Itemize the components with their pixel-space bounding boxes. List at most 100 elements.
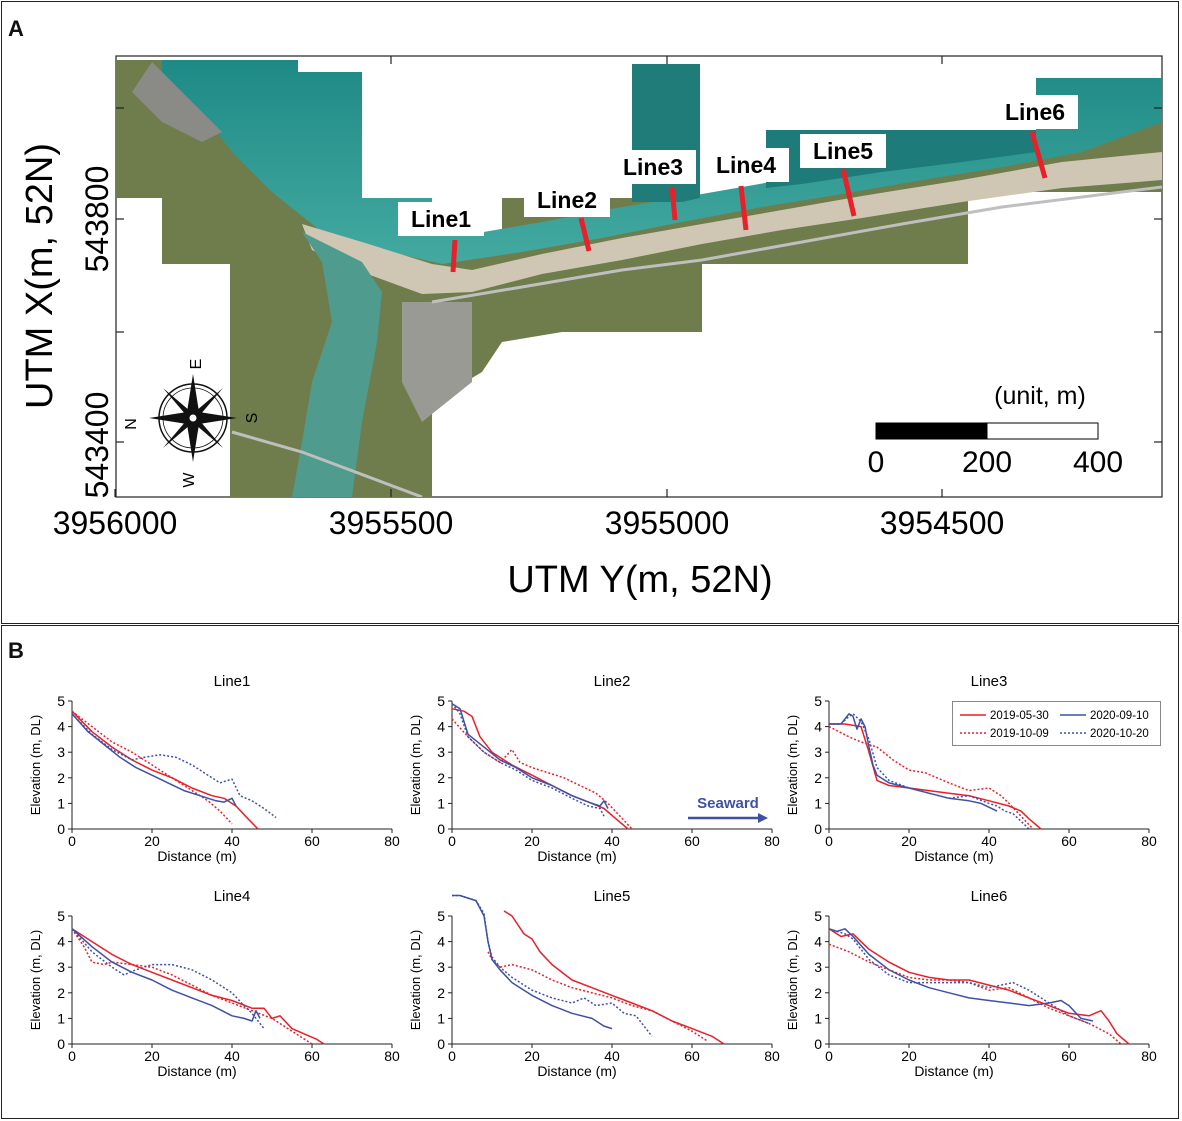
series-line-2020-10-20 [452, 894, 653, 1037]
chart-title: Line2 [594, 673, 631, 690]
y-tick-label: 3 [437, 744, 445, 760]
y-tick-label: 1 [437, 795, 445, 811]
panel-a-letter: A [8, 16, 24, 41]
series-line-2020-09-10 [71, 928, 261, 1022]
y-tick-label: 0 [57, 821, 65, 837]
x-axis-label: Distance (m) [157, 848, 236, 864]
x-tick-label: 80 [1141, 833, 1157, 849]
compass-south-label: S [244, 413, 261, 424]
y-tick-label: 0 [814, 1036, 822, 1052]
y-tick-label: 3 [814, 744, 822, 760]
x-tick-label: 40 [604, 1048, 620, 1064]
profile-chart-line4: Line4 0 20 40 60 80 0 1 2 3 4 5 Distance (m) Elevatio… [28, 888, 400, 1079]
aerial-mosaic [116, 60, 1162, 497]
line-label-6: Line6 [1005, 99, 1065, 125]
x-tick-label: 60 [684, 1048, 700, 1064]
map-figure: Line1 Line2 Line3 Line4 Line5 Line6 [19, 55, 1163, 601]
panel-b: B Line1 0 20 40 60 80 0 1 2 3 4 5 Distance (m) Elevat… [1, 625, 1179, 1119]
scale-unit: (unit, m) [994, 382, 1086, 410]
profile-line-1 [450, 239, 458, 273]
x-tick-label: 3954500 [880, 505, 1005, 541]
x-tick-label: 40 [224, 1048, 240, 1064]
chart-title: Line3 [971, 673, 1008, 690]
y-tick-label: 3 [57, 959, 65, 975]
town-buildings [402, 302, 472, 422]
x-tick-label: 0 [448, 1048, 456, 1064]
compass-east-label: E [188, 359, 205, 370]
line-label-3: Line3 [623, 154, 683, 180]
x-tick-label: 3955500 [329, 505, 454, 541]
y-tick-label: 543800 [79, 166, 115, 273]
river [292, 232, 382, 497]
x-axis-title: UTM Y(m, 52N) [507, 559, 772, 601]
y-tick-label: 5 [437, 693, 445, 709]
x-tick-label: 40 [604, 833, 620, 849]
x-tick-label: 80 [764, 833, 780, 849]
scale-label-200: 200 [962, 446, 1012, 479]
line-label-4: Line4 [716, 152, 776, 178]
y-tick-label: 4 [814, 934, 822, 950]
x-tick-label: 40 [981, 1048, 997, 1064]
profile-chart-line6: Line6 0 20 40 60 80 0 1 2 3 4 5 Distance (m) Elevatio… [785, 888, 1157, 1079]
profile-line-2 [578, 217, 592, 252]
profile-line-4 [738, 185, 749, 231]
x-tick-label: 20 [524, 1048, 540, 1064]
x-axis-label: Distance (m) [157, 1063, 236, 1079]
y-tick-label: 2 [57, 770, 65, 786]
scale-bar-black [875, 422, 988, 440]
x-tick-label: 60 [1061, 833, 1077, 849]
series-line-2020-09-10 [452, 894, 613, 1030]
line-labels: Line1 Line2 Line3 Line4 Line5 Line6 [398, 95, 1078, 236]
line-label-box [703, 148, 789, 182]
line-label-box [524, 183, 610, 217]
series-line-2020-09-10 [451, 702, 609, 809]
chart-title: Line1 [214, 673, 251, 690]
scale-bar-white [986, 422, 1099, 440]
series-line-2019-10-09 [451, 718, 633, 830]
y-tick-label: 3 [814, 959, 822, 975]
y-tick-label: 3 [57, 744, 65, 760]
y-tick-label: 2 [437, 770, 445, 786]
legend-label: 2020-09-10 [1090, 710, 1149, 722]
x-tick-label: 0 [825, 1048, 833, 1064]
series-line-2020-10-20 [71, 928, 265, 1030]
profile-chart-line2: Line2 0 20 40 60 80 0 1 2 3 4 5 Distance (m) Elevatio… [408, 673, 780, 864]
y-tick-label: 5 [814, 693, 822, 709]
x-tick-label: 20 [144, 833, 160, 849]
series-line-2019-05-30 [829, 723, 1042, 830]
y-tick-label: 4 [57, 719, 65, 735]
chart-title: Line6 [971, 888, 1008, 905]
y-axis-label: Elevation (m, DL) [785, 715, 800, 815]
y-tick-label: 4 [57, 934, 65, 950]
chart-title: Line4 [214, 888, 251, 905]
x-tick-label: 20 [901, 833, 917, 849]
x-tick-label: 3955000 [605, 505, 730, 541]
line-label-box [610, 150, 696, 184]
y-tick-label: 1 [814, 1010, 822, 1026]
compass-north-label: N [123, 418, 140, 430]
line-label-box [992, 95, 1078, 129]
series-line-2019-10-09 [828, 943, 1122, 1045]
y-tick-label: 1 [57, 1010, 65, 1026]
y-tick-label: 0 [57, 1036, 65, 1052]
y-tick-label: 3 [437, 959, 445, 975]
y-tick-label: 2 [57, 985, 65, 1001]
x-tick-label: 80 [764, 1048, 780, 1064]
series-line-2019-05-30 [71, 710, 259, 830]
panel-b-letter: B [8, 638, 24, 663]
y-tick-label: 5 [437, 908, 445, 924]
line-label-box [800, 134, 886, 168]
x-tick-label: 60 [684, 833, 700, 849]
y-tick-label: 2 [814, 770, 822, 786]
y-tick-label: 4 [437, 719, 445, 735]
y-tick-label: 5 [814, 908, 822, 924]
series-line-2019-05-30 [71, 928, 325, 1045]
profile-chart-line1: Line1 0 20 40 60 80 0 1 2 3 4 5 Distance (m) Elevatio… [28, 673, 400, 864]
profile-chart-line3: Line3 0 20 40 60 80 0 1 2 3 4 5 Distance (m) Elevatio… [785, 673, 1157, 864]
x-tick-label: 20 [901, 1048, 917, 1064]
y-tick-label: 2 [814, 985, 822, 1001]
y-axis-label: Elevation (m, DL) [28, 930, 43, 1030]
seaward-label: Seaward [697, 795, 759, 812]
inland-road [231, 430, 423, 497]
series-line-2019-05-30 [503, 910, 725, 1045]
